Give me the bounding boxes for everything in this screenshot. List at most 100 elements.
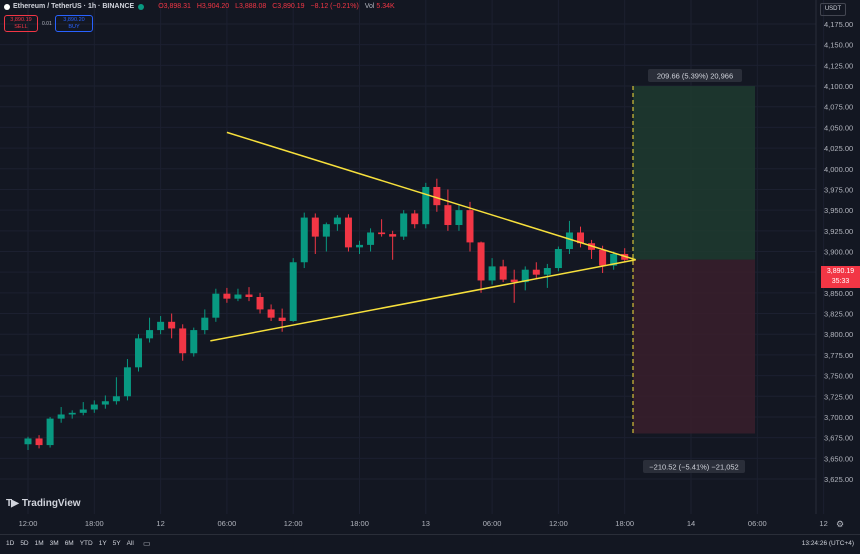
candle-body-38	[444, 205, 452, 226]
ohlc-values: O3,898.31 H3,904.20 L3,888.08 C3,890.19 …	[158, 3, 399, 10]
candle-body-5	[79, 409, 87, 413]
candle-body-0	[24, 438, 32, 445]
low-value: L3,888.08	[235, 3, 267, 10]
candle-body-45	[521, 269, 529, 283]
candle-33	[389, 230, 397, 260]
y-tick-label-22: 3,625.00	[824, 475, 853, 484]
candle-body-24	[289, 262, 297, 321]
candle-body-49	[565, 232, 573, 250]
buy-label: BUY	[68, 24, 80, 30]
buy-button[interactable]: 3,890.20 BUY	[55, 15, 93, 32]
candle-body-46	[532, 269, 540, 275]
candle-14	[179, 324, 187, 361]
candle-body-43	[499, 266, 507, 280]
candle-body-32	[378, 232, 386, 235]
candlestick-series	[24, 178, 629, 451]
candle-41	[477, 241, 485, 293]
candle-body-37	[433, 186, 441, 206]
tradingview-logo[interactable]: T▶ TradingView	[6, 498, 81, 509]
candle-37	[433, 178, 441, 212]
candle-19	[234, 288, 242, 302]
candle-body-35	[411, 213, 419, 225]
currency-selector[interactable]: USDT	[820, 3, 846, 16]
candle-body-20	[245, 294, 253, 297]
candle-body-3	[57, 414, 65, 419]
y-tick-label-6: 4,025.00	[824, 144, 853, 153]
x-tick-label-6: 13	[422, 519, 430, 528]
timezone-clock[interactable]: 13:24:26 (UTC+4)	[801, 540, 854, 547]
candle-body-11	[146, 330, 154, 339]
candle-45	[521, 266, 529, 291]
x-tick-label-9: 18:00	[615, 519, 634, 528]
y-tick-label-14: 3,825.00	[824, 310, 853, 319]
price-axis: 4,175.00 4,150.00 4,125.00 4,100.00 4,075.00…	[815, 0, 853, 514]
candle-body-16	[201, 317, 209, 331]
candle-18	[223, 287, 231, 303]
candle-body-7	[101, 401, 109, 405]
y-tick-label-7: 4,000.00	[824, 165, 853, 174]
candle-body-4	[68, 412, 76, 415]
range-button-0[interactable]: 1D	[6, 540, 15, 547]
candle-42	[488, 258, 496, 285]
range-button-6[interactable]: 1Y	[98, 540, 107, 547]
candle-27	[322, 222, 330, 252]
candle-body-48	[554, 249, 562, 269]
range-button-3[interactable]: 3M	[49, 540, 59, 547]
symbol-title[interactable]: Ethereum / TetherUS · 1h · BINANCE	[13, 3, 135, 10]
candle-body-50	[577, 232, 584, 244]
target-label-text: 209.66 (5.39%) 20,966	[657, 72, 733, 81]
close-value: C3,890.19	[272, 3, 305, 10]
sell-button[interactable]: 3,890.19 SELL	[4, 15, 38, 32]
volume-value: 5.34K	[376, 3, 395, 10]
range-button-1[interactable]: 5D	[20, 540, 29, 547]
y-tick-label-11: 3,900.00	[824, 248, 853, 257]
x-tick-label-10: 14	[687, 519, 695, 528]
candle-2	[46, 416, 54, 448]
candle-body-52	[599, 249, 607, 266]
candle-30	[356, 240, 363, 254]
change-value: −8.12 (−0.21%)	[310, 3, 359, 10]
candle-body-44	[510, 279, 518, 283]
calendar-icon[interactable]: ▭	[143, 539, 151, 548]
x-tick-label-0: 12:00	[19, 519, 38, 528]
range-button-7[interactable]: 5Y	[112, 540, 121, 547]
candle-body-12	[157, 321, 165, 331]
candle-0	[24, 436, 32, 451]
y-tick-label-8: 3,975.00	[824, 185, 853, 194]
range-button-5[interactable]: YTD	[79, 540, 93, 547]
range-button-4[interactable]: 6M	[64, 540, 74, 547]
y-tick-label-4: 4,075.00	[824, 103, 853, 112]
y-tick-label-16: 3,775.00	[824, 351, 853, 360]
y-tick-label-2: 4,125.00	[824, 61, 853, 70]
range-button-8[interactable]: All	[126, 540, 134, 547]
candle-46	[532, 262, 540, 278]
candle-15	[190, 327, 198, 357]
candle-39	[455, 205, 463, 231]
bar-countdown: 35:33	[831, 278, 850, 285]
stop-label-text: −210.52 (−5.41%) −21,052	[649, 463, 738, 472]
range-button-2[interactable]: 1M	[34, 540, 44, 547]
candle-20	[245, 287, 253, 302]
candle-34	[400, 210, 408, 240]
tradingview-logo-icon: T▶	[6, 498, 19, 509]
candle-22	[267, 304, 275, 321]
candle-6	[90, 400, 98, 413]
sell-price: 3,890.19	[10, 17, 32, 23]
candle-body-42	[488, 266, 496, 281]
y-tick-label-0: 4,175.00	[824, 20, 853, 29]
long-position-tool	[632, 86, 755, 434]
candle-body-15	[190, 330, 198, 354]
gear-icon[interactable]: ⚙	[836, 519, 845, 529]
volume-readout: Vol 5.34K	[365, 3, 399, 10]
candle-24	[289, 258, 297, 322]
candle-body-47	[543, 268, 551, 275]
candle-52	[599, 245, 607, 274]
candle-body-34	[400, 213, 408, 237]
y-tick-label-18: 3,725.00	[824, 392, 853, 401]
candle-38	[444, 189, 452, 231]
y-tick-label-5: 4,050.00	[824, 123, 853, 132]
candle-13	[168, 313, 176, 339]
candle-29	[344, 214, 352, 252]
brand-name: TradingView	[21, 498, 81, 509]
